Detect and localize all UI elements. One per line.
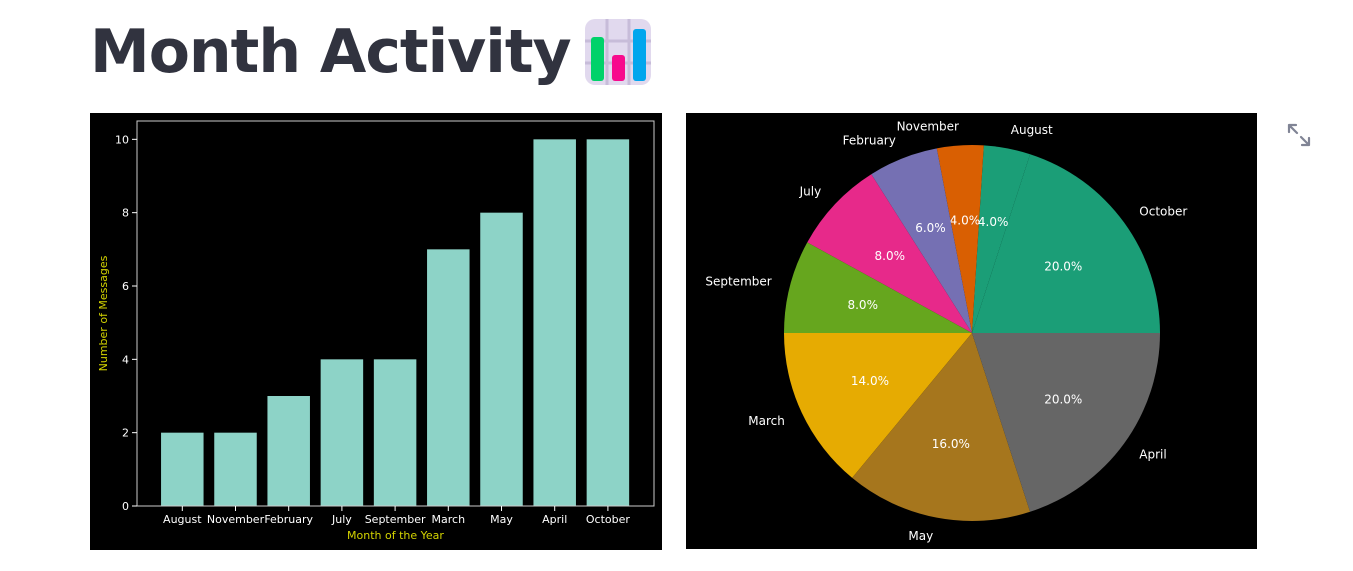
pie-chart-panel: 20.0% October 4.0% August 4.0% November 6.0% Fe… <box>686 113 1257 549</box>
slice-category-label: February <box>843 134 896 148</box>
slice-percent-label: 8.0% <box>875 249 906 263</box>
bar <box>161 432 204 506</box>
bar-chart-emoji-icon <box>584 19 651 85</box>
slice-category-label: March <box>748 414 785 428</box>
slice-percent-label: 6.0% <box>915 221 946 235</box>
y-axis-label: Number of Messages <box>97 255 110 371</box>
pie-slice <box>784 242 972 333</box>
slice-category-label: August <box>1011 123 1053 137</box>
slice-category-label: September <box>705 275 771 289</box>
expand-icon[interactable] <box>1286 122 1312 148</box>
x-tick-label: November <box>207 513 265 526</box>
y-tick-label: 4 <box>122 353 129 366</box>
pie-slice <box>871 148 972 333</box>
slice-percent-label: 14.0% <box>851 374 889 388</box>
pie-slice <box>972 333 1160 512</box>
x-tick-label: April <box>542 513 567 526</box>
x-tick-label: March <box>432 513 466 526</box>
x-tick-label: October <box>586 513 630 526</box>
bar <box>427 249 470 507</box>
slice-category-label: May <box>908 529 933 543</box>
slice-category-label: July <box>799 184 822 198</box>
slice-percent-label: 20.0% <box>1044 260 1082 274</box>
pie-slice <box>807 174 972 333</box>
bar <box>480 212 523 506</box>
x-tick-label: September <box>365 513 426 526</box>
bar <box>214 432 257 506</box>
slice-percent-label: 4.0% <box>950 213 981 227</box>
slice-percent-label: 4.0% <box>978 215 1009 229</box>
bar-chart-panel: 0 2 4 6 8 10 August November February July Septemb… <box>90 113 662 550</box>
bar-chart: 0 2 4 6 8 10 August November February July Septemb… <box>97 120 655 542</box>
pie-chart: 20.0% October 4.0% August 4.0% November 6.0% Fe… <box>705 120 1187 544</box>
x-tick-label: May <box>490 513 513 526</box>
bar <box>320 359 364 506</box>
bar <box>267 396 310 506</box>
y-tick-label: 0 <box>122 500 129 513</box>
slice-percent-label: 16.0% <box>932 437 970 451</box>
pie-slice <box>784 333 972 478</box>
y-tick-label: 2 <box>122 427 129 440</box>
bar <box>373 359 417 506</box>
x-tick-label: August <box>163 513 202 526</box>
pie-slice <box>972 145 1031 333</box>
y-tick-label: 8 <box>122 207 129 220</box>
x-axis-label: Month of the Year <box>347 529 444 542</box>
page-header: Month Activity <box>90 10 651 94</box>
y-tick-label: 6 <box>122 280 129 293</box>
page-title: Month Activity <box>90 17 572 87</box>
x-tick-label: July <box>331 513 352 526</box>
slice-percent-label: 20.0% <box>1044 392 1082 406</box>
slice-category-label: November <box>897 120 959 134</box>
pie-slice <box>852 333 1031 521</box>
slice-category-label: October <box>1139 204 1187 218</box>
slice-percent-label: 8.0% <box>847 298 878 312</box>
slice-category-label: April <box>1139 448 1166 462</box>
x-tick-label: February <box>264 513 313 526</box>
pie-slice <box>972 154 1160 333</box>
bar <box>533 139 576 507</box>
pie-slice <box>936 145 984 333</box>
y-tick-label: 10 <box>115 133 129 146</box>
bar <box>586 139 630 507</box>
